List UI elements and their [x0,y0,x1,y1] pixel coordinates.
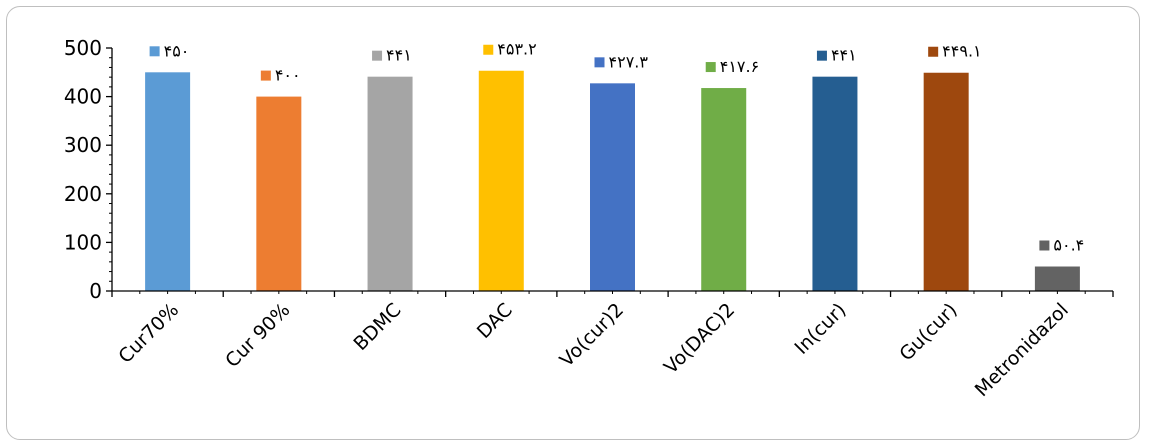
bar-metronidazol [1034,266,1080,291]
data-label-marker [928,46,939,57]
data-label-marker [483,44,494,55]
data-label-marker [260,70,271,81]
data-label-text: ۴۲۷.۳ [609,52,649,71]
data-label: ۴۲۷.۳ [594,52,649,71]
data-label-marker [1039,240,1050,251]
data-label: ۴۰۰ [260,66,301,85]
data-label-text: ۴۴۹.۱ [942,42,981,61]
y-tick-label: 500 [64,36,102,60]
bar-dac [478,70,524,291]
data-label-marker [594,57,605,68]
data-label-marker [705,62,716,73]
bar-vo-dac-2 [701,88,747,291]
x-tick-label: In(cur) [791,299,851,359]
bar-cur70 [145,72,191,291]
data-label: ۴۵۰ [149,41,190,60]
data-label-marker [372,50,383,61]
x-tick-label: Vo(DAC)2 [660,299,739,378]
bar-bdmc [367,76,413,291]
data-label-text: ۴۴۱ [831,46,857,65]
x-tick-label: Vo(cur)2 [556,299,628,371]
data-label: ۵۰.۴ [1039,236,1084,255]
data-label-marker [816,50,827,61]
x-tick-label: Cur 90% [221,299,294,372]
x-tick-label: DAC [473,299,517,343]
bars [145,70,1080,291]
data-label: ۴۴۱ [372,46,412,65]
y-axis: 0 100 200 300 400 500 [64,36,113,303]
data-label-text: ۴۰۰ [275,66,301,85]
bar-vo-cur-2 [590,83,635,291]
y-tick-label: 300 [64,133,102,157]
data-label-text: ۴۴۱ [386,46,412,65]
bar-cur-90 [256,96,302,291]
x-tick-label: Metronidazol [971,299,1073,401]
y-tick-label: 200 [64,182,102,206]
data-label-text: ۴۱۷.۶ [720,57,759,76]
bar-gu-cur [923,72,969,291]
x-tick-label: BDMC [349,299,405,355]
data-label: ۴۱۷.۶ [705,57,759,76]
data-labels: ۴۵۰ ۴۰۰ ۴۴۱ ۴۵۳.۲ ۴۲۷.۳ ۴۱۷.۶ ۴۴۱ ۴۴۹.۱ ۵۰.۴ [149,40,1084,255]
data-label: ۴۵۳.۲ [483,40,537,59]
data-label-text: ۴۵۰ [164,41,190,60]
x-tick-label: Gu(cur) [895,299,961,365]
x-axis: Cur70% Cur 90% BDMC DAC Vo(cur)2 Vo(DAC)2 In(c… [111,290,1114,401]
data-label-marker [149,46,160,57]
data-label: ۴۴۹.۱ [928,42,982,61]
y-tick-label: 400 [64,85,102,109]
x-tick-label: Cur70% [114,299,183,368]
data-label-text: ۵۰.۴ [1053,236,1084,255]
y-tick-label: 100 [64,230,102,254]
y-tick-label: 0 [89,279,102,303]
data-label-text: ۴۵۳.۲ [497,40,536,59]
data-label: ۴۴۱ [816,46,857,65]
bar-in-cur [812,76,858,291]
